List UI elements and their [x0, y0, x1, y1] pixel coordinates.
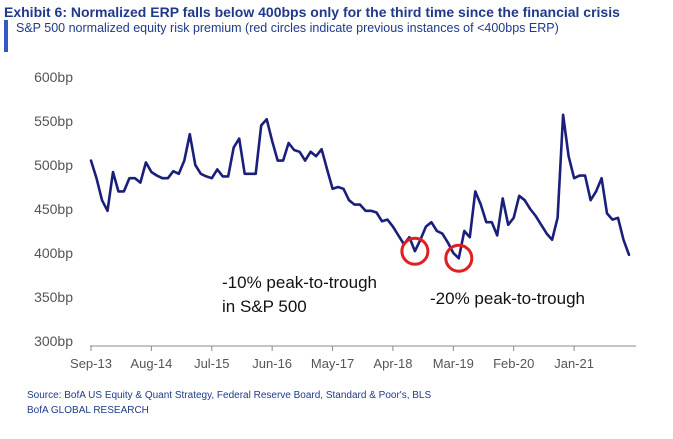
series-line-erp: [89, 113, 631, 260]
x-axis: Sep-13 Aug-14 Jul-15 Jun-16 May-17 Apr-18 Mar-…: [70, 345, 636, 371]
x-tick-label: Jan-21: [554, 356, 594, 371]
x-tick-label: Jun-16: [252, 356, 292, 371]
highlight-layer: [400, 236, 474, 273]
source-note: Source: BofA US Equity & Quant Strategy,…: [27, 390, 432, 401]
chart-title: Exhibit 6: Normalized ERP falls below 40…: [4, 4, 620, 20]
x-tick-label: Sep-13: [70, 356, 112, 371]
y-tick-label: 400bp: [34, 245, 73, 261]
x-tick-label: May-17: [311, 356, 354, 371]
y-tick-label: 350bp: [34, 289, 73, 305]
accent-bar: [4, 20, 8, 52]
annotation-layer: -10% peak-to-trough in S&P 500 -20% peak-t…: [222, 273, 585, 316]
y-axis: 300bp 350bp 400bp 450bp 500bp 550bp 600bp: [34, 69, 73, 349]
y-tick-label: 500bp: [34, 157, 73, 173]
highlight-circle: [444, 243, 474, 273]
x-tick-label: Mar-19: [433, 356, 474, 371]
highlight-circle: [400, 236, 430, 266]
x-tick-label: Feb-20: [493, 356, 534, 371]
chart-subtitle: S&P 500 normalized equity risk premium (…: [16, 21, 559, 35]
y-tick-label: 600bp: [34, 69, 73, 85]
series-layer: [89, 113, 631, 260]
annotation-text: -10% peak-to-trough: [222, 273, 377, 292]
x-tick-label: Aug-14: [130, 356, 172, 371]
brand-note: BofA GLOBAL RESEARCH: [27, 405, 149, 416]
annotation-text: -20% peak-to-trough: [430, 289, 585, 308]
y-tick-label: 450bp: [34, 201, 73, 217]
y-tick-label: 550bp: [34, 113, 73, 129]
x-tick-label: Apr-18: [373, 356, 412, 371]
x-tick-label: Jul-15: [194, 356, 229, 371]
y-tick-label: 300bp: [34, 333, 73, 349]
annotation-text: in S&P 500: [222, 297, 307, 316]
